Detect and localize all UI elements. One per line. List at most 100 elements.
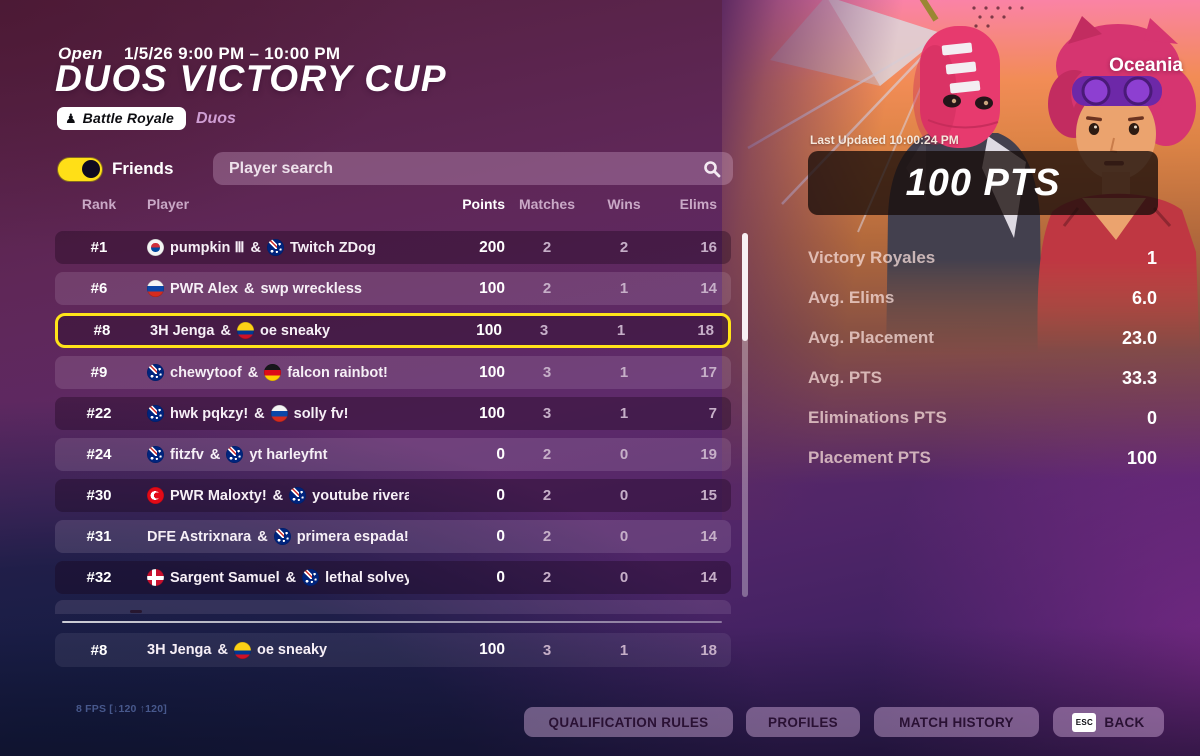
player-cell: PWR Maloxty! & youtube riverau <box>143 487 409 504</box>
player-name-1: PWR Alex <box>170 280 238 297</box>
wins-cell: 0 <box>619 446 629 463</box>
player-separator: & <box>272 487 284 504</box>
battle-royale-icon: ♟ <box>65 110 77 126</box>
stat-label: Avg. Elims <box>808 288 895 307</box>
wins-cell: 0 <box>619 528 629 545</box>
points-cell: 100 <box>479 404 505 422</box>
points-cell: 100 <box>479 641 505 658</box>
points-cell: 100 <box>479 279 505 297</box>
flag-icon <box>270 405 288 422</box>
col-points[interactable]: Points <box>462 196 505 212</box>
wins-cell: 2 <box>619 239 629 256</box>
rank-cell: #8 <box>93 322 111 339</box>
rank-cell: #1 <box>90 239 108 256</box>
points-display: 100 PTS <box>808 151 1158 215</box>
stat-value: 33.3 <box>1121 367 1157 388</box>
last-updated-text: Last Updated 10:00:24 PM <box>810 133 959 147</box>
elims-cell: 16 <box>700 239 717 256</box>
flag-icon <box>147 487 164 504</box>
matches-cell: 2 <box>542 487 552 504</box>
wins-cell: 1 <box>619 280 629 297</box>
table-row[interactable]: #9 chewytoof & falcon rainbot! 100 3 1 1… <box>55 356 731 389</box>
player-name-1: 3H Jenga <box>150 322 215 339</box>
player-search-bar[interactable] <box>213 152 733 185</box>
friends-toggle[interactable] <box>57 157 103 182</box>
flag-icon <box>302 569 320 586</box>
pinned-row-container: #8 3H Jenga & oe sneaky 100 3 1 18 <box>55 633 731 667</box>
elims-cell: 18 <box>700 641 717 659</box>
flag-icon <box>264 364 282 381</box>
col-matches[interactable]: Matches <box>518 196 576 212</box>
table-row[interactable]: #24 fitzfv & yt harleyfnt 0 2 0 19 <box>55 438 731 471</box>
points-cell: 0 <box>496 486 505 504</box>
stat-value: 1 <box>1146 247 1157 268</box>
matches-cell: 2 <box>542 280 552 297</box>
stats-panel: Victory Royales 1 Avg. Elims 6.0 Avg. Pl… <box>808 238 1157 478</box>
col-wins[interactable]: Wins <box>607 196 641 212</box>
profiles-button[interactable]: PROFILES <box>746 707 860 737</box>
table-row[interactable]: #30 PWR Maloxty! & youtube riverau 0 2 0… <box>55 479 731 512</box>
table-row[interactable]: #32 Sargent Samuel & lethal solvey! 0 2 … <box>55 561 731 594</box>
stat-label: Avg. PTS <box>808 368 882 387</box>
player-name-2: solly fv! <box>293 405 349 422</box>
player-name-1: 3H Jenga <box>147 642 212 658</box>
player-name-1: Sargent Samuel <box>170 569 280 586</box>
player-name-2: yt harleyfnt <box>249 446 328 463</box>
player-name-2: falcon rainbot! <box>287 364 388 381</box>
points-cell: 0 <box>496 445 505 463</box>
elims-cell: 15 <box>700 487 717 504</box>
match-history-button[interactable]: MATCH HISTORY <box>874 707 1039 737</box>
col-elims[interactable]: Elims <box>679 196 717 212</box>
player-separator: & <box>247 364 259 381</box>
flag-icon <box>147 446 164 463</box>
elims-cell: 18 <box>697 322 714 339</box>
col-player: Player <box>147 196 190 212</box>
table-row[interactable]: #8 3H Jenga & oe sneaky 100 3 1 18 <box>55 633 731 667</box>
button-label: PROFILES <box>768 714 838 730</box>
player-separator: & <box>285 569 297 586</box>
back-button[interactable]: ESC BACK <box>1053 707 1164 737</box>
elims-cell: 14 <box>700 569 717 586</box>
table-row[interactable]: #1 pumpkin Ⅲ & Twitch ZDog 200 2 2 16 <box>55 231 731 264</box>
player-cell: PWR Alex & swp wreckless <box>143 280 409 297</box>
col-rank: Rank <box>81 196 117 212</box>
wins-cell: 1 <box>619 405 629 422</box>
player-cell: 3H Jenga & oe sneaky <box>143 641 409 659</box>
table-row[interactable]: #22 hwk pqkzy! & solly fv! 100 3 1 7 <box>55 397 731 430</box>
matches-cell: 3 <box>542 364 552 381</box>
player-cell: 3H Jenga & oe sneaky <box>146 322 406 339</box>
matches-cell: 3 <box>542 641 552 659</box>
player-cell: Sargent Samuel & lethal solvey! <box>143 569 409 586</box>
elims-cell: 14 <box>700 280 717 297</box>
player-name-1: chewytoof <box>170 364 242 381</box>
player-name-1: PWR Maloxty! <box>170 487 267 504</box>
leaderboard-rows: #1 pumpkin Ⅲ & Twitch ZDog 200 2 2 16 #6… <box>55 231 731 602</box>
points-cell: 200 <box>479 238 505 256</box>
flag-icon <box>289 487 307 504</box>
stat-value: 6.0 <box>1131 287 1157 308</box>
esc-key-icon: ESC <box>1072 712 1097 732</box>
scrollbar[interactable] <box>742 233 748 597</box>
qualification-rules-button[interactable]: QUALIFICATION RULES <box>524 707 733 737</box>
points-cell: 0 <box>496 568 505 586</box>
toggle-knob <box>82 160 100 178</box>
stat-value: 0 <box>1146 407 1157 428</box>
table-header: Rank Player Points Matches Wins Elims <box>55 196 731 212</box>
player-name-2: primera espada! <box>296 528 409 545</box>
table-row[interactable]: #6 PWR Alex & swp wreckless 100 2 1 14 <box>55 272 731 305</box>
points-cell: 100 <box>479 363 505 381</box>
table-row[interactable]: #31 DFE Astrixnara & primera espada! 0 2… <box>55 520 731 553</box>
table-row[interactable]: #8 3H Jenga & oe sneaky 100 3 1 18 <box>55 313 731 348</box>
player-name-1: pumpkin Ⅲ <box>170 239 245 256</box>
wins-cell: 0 <box>619 487 629 504</box>
table-row-partial <box>55 600 731 614</box>
mode-badge-row: ♟ Battle Royale Duos <box>57 107 236 130</box>
rank-cell: #6 <box>90 280 108 297</box>
search-input[interactable] <box>227 158 695 179</box>
stat-eliminations-pts: Eliminations PTS 0 <box>808 398 1157 438</box>
player-cell: pumpkin Ⅲ & Twitch ZDog <box>143 239 409 256</box>
rank-cell: #30 <box>86 487 112 504</box>
player-name-1: hwk pqkzy! <box>170 405 249 422</box>
scrollbar-thumb[interactable] <box>742 233 748 341</box>
player-name-1: fitzfv <box>170 446 204 463</box>
